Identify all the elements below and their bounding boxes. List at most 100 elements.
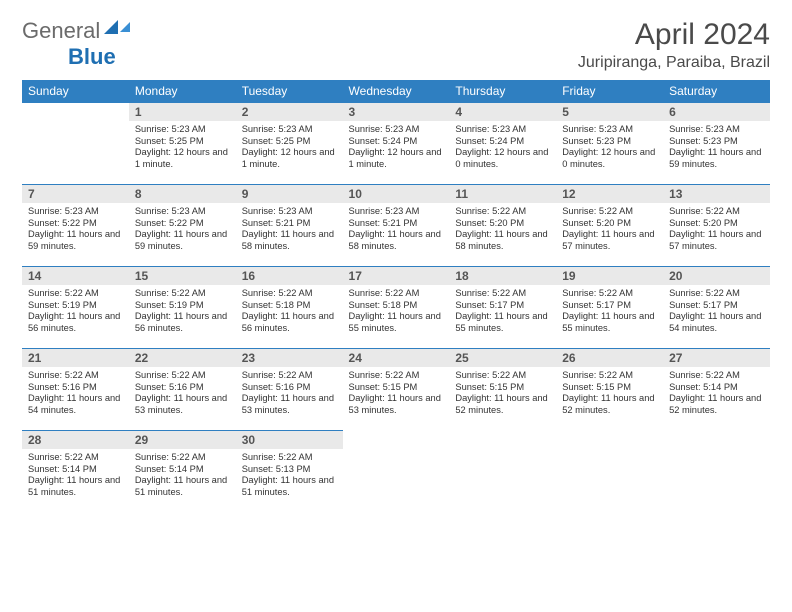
title-block: April 2024 Juripiranga, Paraiba, Brazil (578, 18, 770, 72)
calendar-row: 28Sunrise: 5:22 AMSunset: 5:14 PMDayligh… (22, 431, 770, 513)
day-number: 6 (663, 103, 770, 121)
day-cell: 27Sunrise: 5:22 AMSunset: 5:14 PMDayligh… (663, 349, 770, 431)
day-cell: 20Sunrise: 5:22 AMSunset: 5:17 PMDayligh… (663, 267, 770, 349)
day-number: 11 (449, 185, 556, 203)
day-cell: 2Sunrise: 5:23 AMSunset: 5:25 PMDaylight… (236, 103, 343, 185)
day-cell: 1Sunrise: 5:23 AMSunset: 5:25 PMDaylight… (129, 103, 236, 185)
day-body: Sunrise: 5:22 AMSunset: 5:16 PMDaylight:… (236, 367, 343, 422)
day-body: Sunrise: 5:22 AMSunset: 5:20 PMDaylight:… (449, 203, 556, 258)
day-number: 25 (449, 349, 556, 367)
calendar-row: 7Sunrise: 5:23 AMSunset: 5:22 PMDaylight… (22, 185, 770, 267)
weekday-sunday: Sunday (22, 80, 129, 103)
day-number: 23 (236, 349, 343, 367)
day-cell: 21Sunrise: 5:22 AMSunset: 5:16 PMDayligh… (22, 349, 129, 431)
day-number: 19 (556, 267, 663, 285)
day-body: Sunrise: 5:23 AMSunset: 5:23 PMDaylight:… (663, 121, 770, 176)
day-cell: 26Sunrise: 5:22 AMSunset: 5:15 PMDayligh… (556, 349, 663, 431)
logo-text-blue: Blue (68, 44, 116, 69)
day-cell: 12Sunrise: 5:22 AMSunset: 5:20 PMDayligh… (556, 185, 663, 267)
day-number: 10 (343, 185, 450, 203)
weekday-header-row: Sunday Monday Tuesday Wednesday Thursday… (22, 80, 770, 103)
logo: General (22, 18, 132, 44)
day-body: Sunrise: 5:23 AMSunset: 5:24 PMDaylight:… (343, 121, 450, 176)
day-number: 29 (129, 431, 236, 449)
day-number: 24 (343, 349, 450, 367)
day-cell: 19Sunrise: 5:22 AMSunset: 5:17 PMDayligh… (556, 267, 663, 349)
day-cell: 5Sunrise: 5:23 AMSunset: 5:23 PMDaylight… (556, 103, 663, 185)
day-body: Sunrise: 5:22 AMSunset: 5:20 PMDaylight:… (556, 203, 663, 258)
empty-cell (556, 431, 663, 513)
day-cell: 25Sunrise: 5:22 AMSunset: 5:15 PMDayligh… (449, 349, 556, 431)
day-cell: 10Sunrise: 5:23 AMSunset: 5:21 PMDayligh… (343, 185, 450, 267)
empty-cell (663, 431, 770, 513)
day-number: 26 (556, 349, 663, 367)
day-body: Sunrise: 5:23 AMSunset: 5:22 PMDaylight:… (22, 203, 129, 258)
location-label: Juripiranga, Paraiba, Brazil (578, 54, 770, 72)
day-number: 12 (556, 185, 663, 203)
day-number: 21 (22, 349, 129, 367)
day-body: Sunrise: 5:22 AMSunset: 5:14 PMDaylight:… (663, 367, 770, 422)
day-number: 13 (663, 185, 770, 203)
month-title: April 2024 (578, 18, 770, 52)
day-body: Sunrise: 5:22 AMSunset: 5:17 PMDaylight:… (449, 285, 556, 340)
day-cell: 6Sunrise: 5:23 AMSunset: 5:23 PMDaylight… (663, 103, 770, 185)
day-number: 15 (129, 267, 236, 285)
day-body: Sunrise: 5:22 AMSunset: 5:16 PMDaylight:… (129, 367, 236, 422)
calendar-row: 1Sunrise: 5:23 AMSunset: 5:25 PMDaylight… (22, 103, 770, 185)
day-body: Sunrise: 5:23 AMSunset: 5:23 PMDaylight:… (556, 121, 663, 176)
day-body: Sunrise: 5:22 AMSunset: 5:14 PMDaylight:… (22, 449, 129, 504)
empty-cell (449, 431, 556, 513)
day-body: Sunrise: 5:22 AMSunset: 5:20 PMDaylight:… (663, 203, 770, 258)
weekday-tuesday: Tuesday (236, 80, 343, 103)
day-cell: 18Sunrise: 5:22 AMSunset: 5:17 PMDayligh… (449, 267, 556, 349)
day-body: Sunrise: 5:23 AMSunset: 5:24 PMDaylight:… (449, 121, 556, 176)
day-body: Sunrise: 5:22 AMSunset: 5:17 PMDaylight:… (663, 285, 770, 340)
day-number: 28 (22, 431, 129, 449)
empty-cell (22, 103, 129, 185)
day-cell: 11Sunrise: 5:22 AMSunset: 5:20 PMDayligh… (449, 185, 556, 267)
day-cell: 22Sunrise: 5:22 AMSunset: 5:16 PMDayligh… (129, 349, 236, 431)
day-body: Sunrise: 5:22 AMSunset: 5:16 PMDaylight:… (22, 367, 129, 422)
day-number: 7 (22, 185, 129, 203)
day-number: 30 (236, 431, 343, 449)
weekday-saturday: Saturday (663, 80, 770, 103)
day-number: 1 (129, 103, 236, 121)
header: General April 2024 Juripiranga, Paraiba,… (22, 18, 770, 72)
day-number: 16 (236, 267, 343, 285)
calendar-table: Sunday Monday Tuesday Wednesday Thursday… (22, 80, 770, 513)
day-body: Sunrise: 5:23 AMSunset: 5:22 PMDaylight:… (129, 203, 236, 258)
day-body: Sunrise: 5:22 AMSunset: 5:13 PMDaylight:… (236, 449, 343, 504)
day-cell: 8Sunrise: 5:23 AMSunset: 5:22 PMDaylight… (129, 185, 236, 267)
day-cell: 3Sunrise: 5:23 AMSunset: 5:24 PMDaylight… (343, 103, 450, 185)
weekday-monday: Monday (129, 80, 236, 103)
calendar-row: 21Sunrise: 5:22 AMSunset: 5:16 PMDayligh… (22, 349, 770, 431)
day-number: 2 (236, 103, 343, 121)
day-number: 3 (343, 103, 450, 121)
logo-text-general: General (22, 18, 100, 44)
day-body: Sunrise: 5:22 AMSunset: 5:15 PMDaylight:… (449, 367, 556, 422)
day-cell: 28Sunrise: 5:22 AMSunset: 5:14 PMDayligh… (22, 431, 129, 513)
day-cell: 30Sunrise: 5:22 AMSunset: 5:13 PMDayligh… (236, 431, 343, 513)
day-number: 9 (236, 185, 343, 203)
day-body: Sunrise: 5:22 AMSunset: 5:18 PMDaylight:… (236, 285, 343, 340)
day-number: 8 (129, 185, 236, 203)
day-body: Sunrise: 5:22 AMSunset: 5:19 PMDaylight:… (22, 285, 129, 340)
weekday-wednesday: Wednesday (343, 80, 450, 103)
day-number: 20 (663, 267, 770, 285)
day-body: Sunrise: 5:22 AMSunset: 5:19 PMDaylight:… (129, 285, 236, 340)
day-body: Sunrise: 5:23 AMSunset: 5:21 PMDaylight:… (236, 203, 343, 258)
logo-blue-row: Blue (28, 44, 116, 70)
day-cell: 7Sunrise: 5:23 AMSunset: 5:22 PMDaylight… (22, 185, 129, 267)
empty-cell (343, 431, 450, 513)
day-body: Sunrise: 5:22 AMSunset: 5:14 PMDaylight:… (129, 449, 236, 504)
day-body: Sunrise: 5:22 AMSunset: 5:15 PMDaylight:… (556, 367, 663, 422)
sail-icon-small (120, 22, 130, 32)
day-body: Sunrise: 5:22 AMSunset: 5:18 PMDaylight:… (343, 285, 450, 340)
calendar-body: 1Sunrise: 5:23 AMSunset: 5:25 PMDaylight… (22, 103, 770, 513)
day-cell: 29Sunrise: 5:22 AMSunset: 5:14 PMDayligh… (129, 431, 236, 513)
day-body: Sunrise: 5:22 AMSunset: 5:17 PMDaylight:… (556, 285, 663, 340)
day-cell: 13Sunrise: 5:22 AMSunset: 5:20 PMDayligh… (663, 185, 770, 267)
day-cell: 4Sunrise: 5:23 AMSunset: 5:24 PMDaylight… (449, 103, 556, 185)
day-cell: 15Sunrise: 5:22 AMSunset: 5:19 PMDayligh… (129, 267, 236, 349)
day-body: Sunrise: 5:22 AMSunset: 5:15 PMDaylight:… (343, 367, 450, 422)
